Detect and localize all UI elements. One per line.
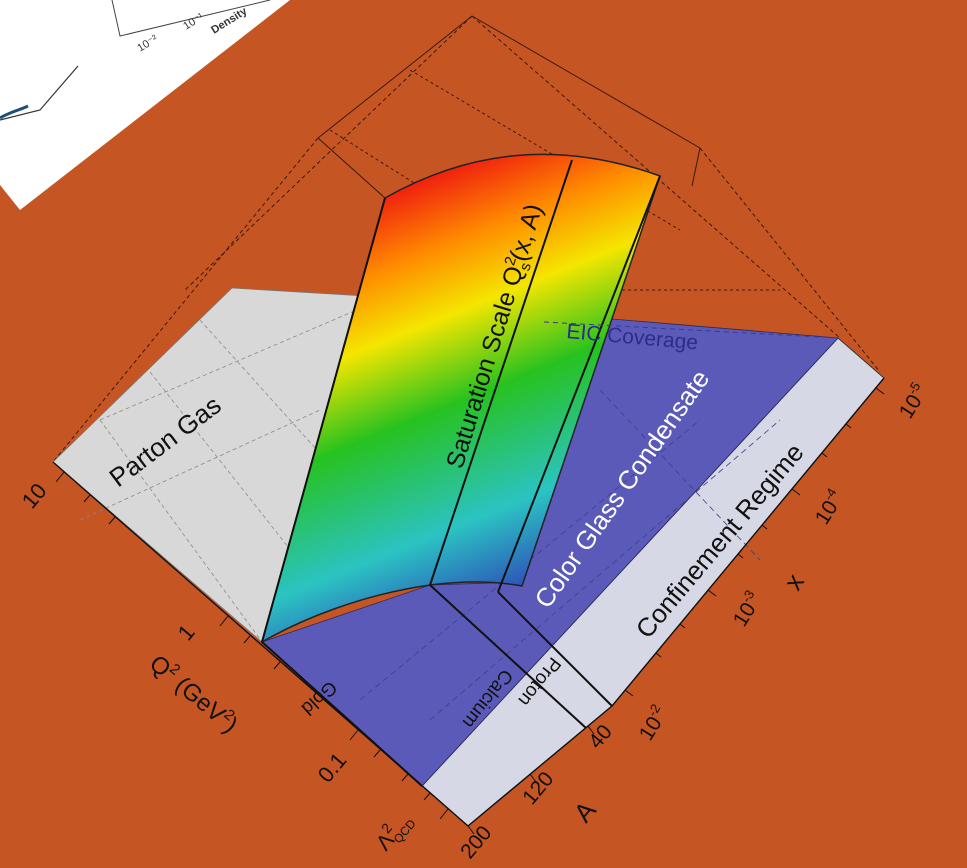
calcium-floor-line [429, 584, 587, 729]
x-tick-1e-3: 10-3 [726, 587, 767, 630]
a-axis-ticks [467, 725, 595, 835]
a-tick-200: 200 [456, 822, 496, 863]
x-tick-1e-5: 10-5 [892, 379, 933, 422]
q2-axis-label: Q2 (GeV2) [144, 648, 244, 738]
x-axis-label: x [778, 568, 810, 595]
saturation-gold-line [261, 197, 386, 643]
x-axis-line [611, 377, 885, 707]
q2-tick-10: 10 [17, 478, 52, 513]
proton-floor-line [497, 591, 613, 707]
inset-frame-line [0, 65, 79, 121]
q2-axis-line [52, 461, 469, 827]
saturation-calcium-line [429, 159, 573, 586]
saturation-surface [260, 153, 661, 644]
inset-paper [0, 0, 290, 210]
inset-axis [111, 0, 271, 37]
eic-boundary [543, 321, 841, 339]
inset-curve [0, 104, 29, 120]
q2-tick-1: 1 [173, 620, 200, 645]
a-axis-label: A [568, 795, 603, 828]
inset-plot: 10⁻² 10⁻¹ Density [0, 0, 290, 210]
saturation-proton-line [497, 175, 661, 593]
q2-axis-ticks [55, 471, 449, 820]
lambda-qcd-label: Λ2QCD [368, 805, 418, 857]
x-tick-1e-2: 10-2 [632, 701, 673, 744]
x-tick-1e-4: 10-4 [808, 485, 849, 528]
x-axis-ticks [624, 387, 885, 697]
q2-tick-01: 0.1 [313, 748, 352, 788]
